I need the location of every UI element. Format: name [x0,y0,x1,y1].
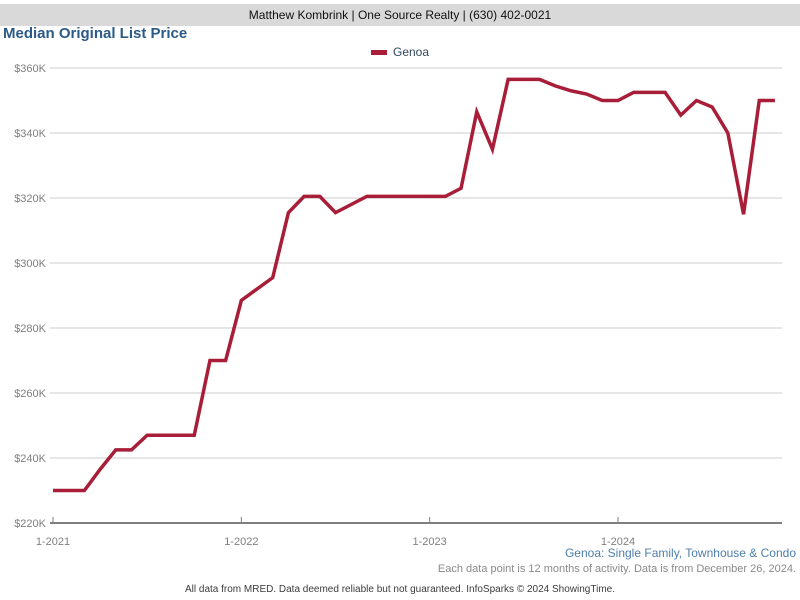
y-tick-label: $280K [14,323,46,335]
agent-info-text: Matthew Kombrink | One Source Realty | (… [248,8,552,22]
series-scope-note: Genoa: Single Family, Townhouse & Condo [564,546,796,560]
header-bar: Matthew Kombrink | One Source Realty | (… [0,4,800,26]
y-tick-label: $260K [14,388,46,400]
legend-label: Genoa [392,45,430,59]
x-tick-label: 1-2022 [224,536,258,548]
y-tick-label: $240K [14,453,46,465]
y-tick-label: $320K [14,193,46,205]
x-tick-label: 1-2023 [413,536,447,548]
page-title: Median Original List Price [3,25,188,42]
x-tick-label: 1-2024 [601,536,635,548]
chart-legend: Genoa [0,45,800,59]
y-tick-label: $340K [14,128,46,140]
mred-disclaimer: All data from MRED. Data deemed reliable… [184,584,615,595]
genoa-price-line [53,77,775,493]
y-tick-label: $360K [14,63,46,75]
x-tick-label: 1-2021 [36,536,70,548]
legend-line-swatch [370,49,387,55]
y-tick-label: $220K [14,518,46,530]
data-period-note: Each data point is 12 months of activity… [437,563,796,575]
y-tick-label: $300K [14,258,46,270]
